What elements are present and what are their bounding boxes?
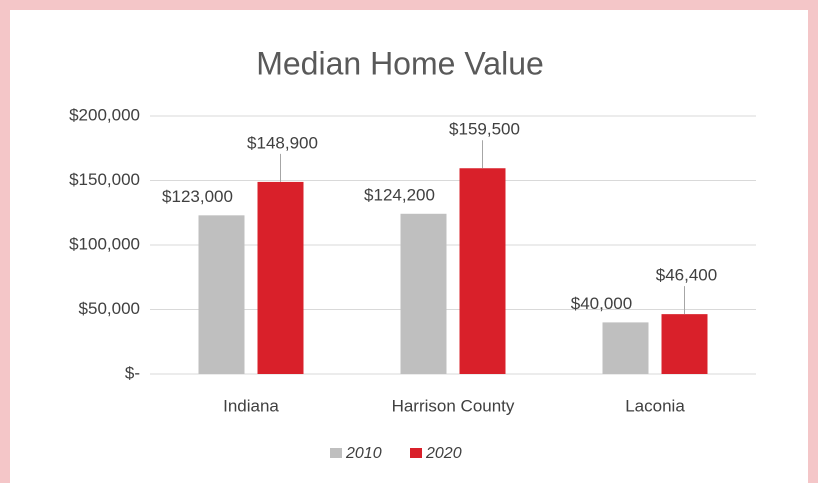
data-label: $159,500 (449, 120, 520, 139)
y-tick-label: $- (125, 363, 140, 382)
bar (400, 213, 447, 374)
y-tick-label: $100,000 (69, 234, 140, 253)
y-tick-label: $200,000 (69, 105, 140, 124)
legend-swatch (410, 448, 422, 458)
x-tick-label: Indiana (223, 396, 279, 415)
bar (459, 168, 506, 374)
bar (198, 215, 245, 374)
y-tick-label: $50,000 (79, 299, 140, 318)
data-label: $46,400 (656, 266, 717, 285)
y-tick-label: $150,000 (69, 170, 140, 189)
bar (257, 181, 304, 374)
data-label: $123,000 (162, 187, 233, 206)
legend-label: 2020 (425, 445, 462, 462)
x-tick-label: Harrison County (392, 396, 515, 415)
bar (602, 322, 649, 374)
chart-title: Median Home Value (256, 45, 544, 81)
data-label: $40,000 (571, 294, 632, 313)
legend-label: 2010 (345, 445, 382, 462)
data-label: $124,200 (364, 185, 435, 204)
legend-swatch (330, 448, 342, 458)
data-label: $148,900 (247, 133, 318, 152)
bar (661, 314, 708, 374)
x-tick-label: Laconia (625, 396, 685, 415)
